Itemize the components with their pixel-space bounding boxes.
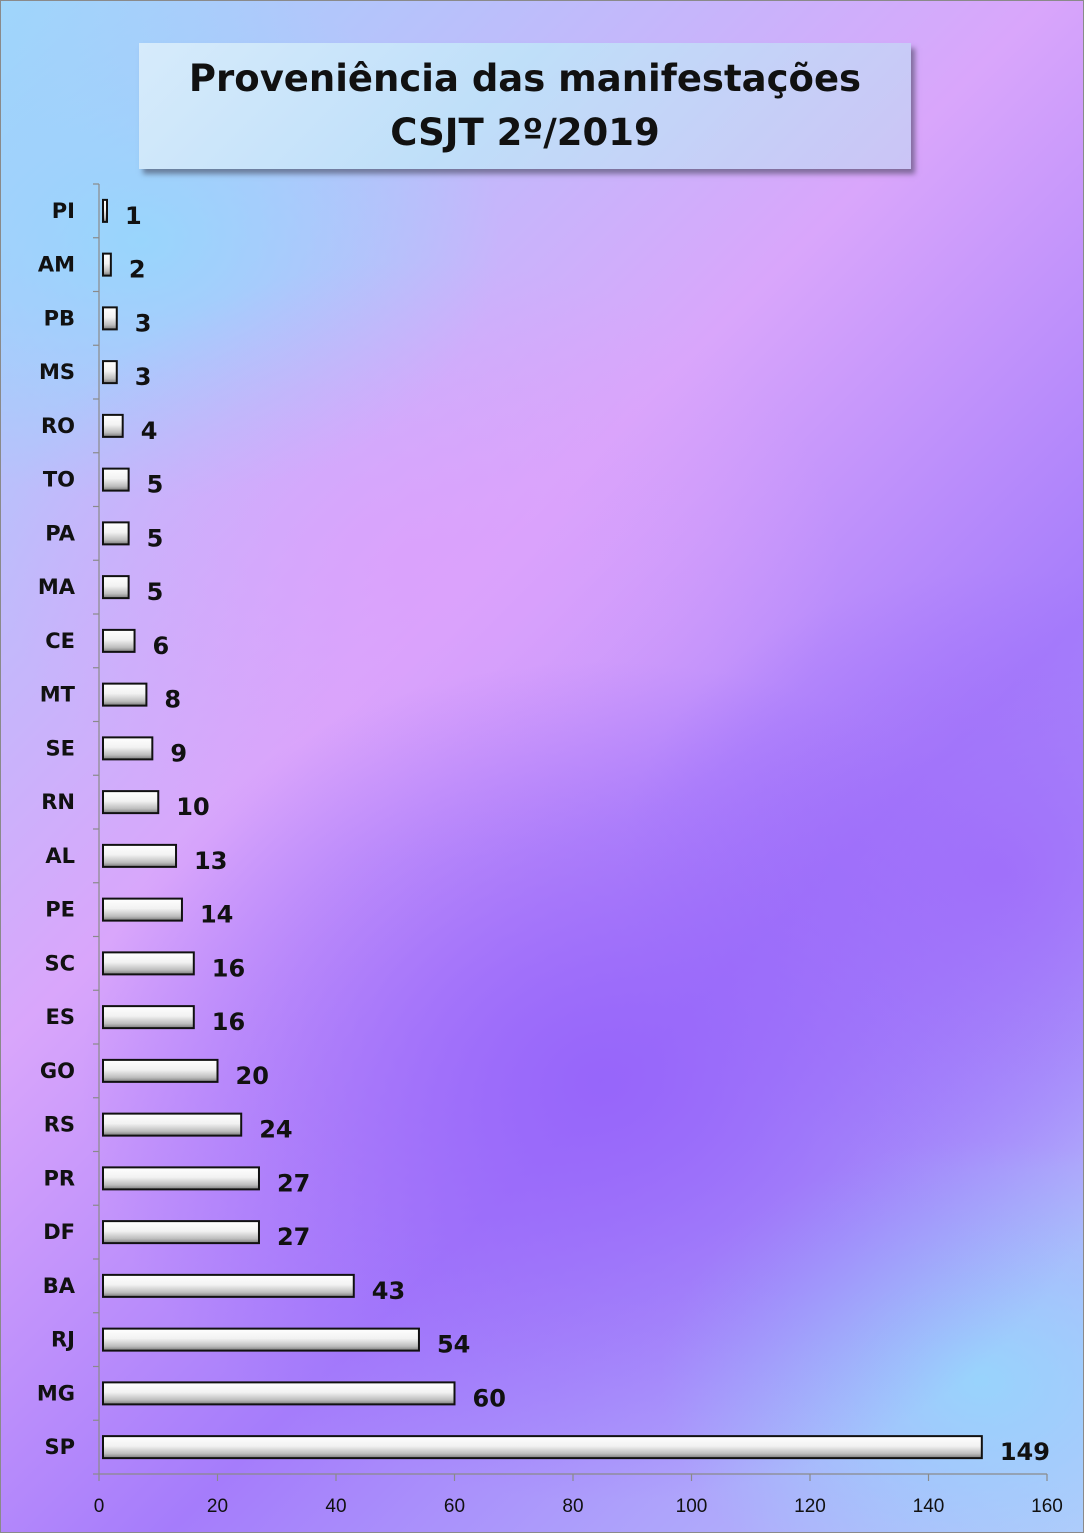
category-label: GO (40, 1059, 75, 1083)
x-tick-label: 140 (913, 1496, 945, 1517)
axes (93, 183, 1048, 1481)
category-label: PB (44, 306, 75, 330)
category-label: SP (44, 1435, 75, 1459)
value-label: 10 (176, 793, 209, 821)
bar-rs (102, 1112, 243, 1137)
x-tick-label: 80 (562, 1496, 583, 1517)
category-label: BA (43, 1274, 76, 1298)
bar-ro (102, 413, 124, 438)
bar-pe (102, 897, 183, 922)
bar-ce (102, 628, 136, 653)
bar-am (102, 252, 112, 277)
category-label: SC (44, 951, 75, 975)
x-tick-label: 40 (325, 1496, 346, 1517)
chart-title-box: Proveniência das manifestações CSJT 2º/2… (139, 43, 911, 169)
value-label: 27 (277, 1223, 310, 1251)
x-tick-label: 20 (207, 1496, 228, 1517)
value-label: 1 (125, 202, 142, 230)
value-label: 24 (259, 1116, 292, 1144)
category-label: CE (45, 629, 75, 653)
bars (102, 198, 983, 1460)
chart-subtitle: CSJT 2º/2019 (390, 111, 660, 154)
bar-ma (102, 575, 130, 600)
value-label: 6 (153, 632, 170, 660)
category-label: ES (46, 1005, 75, 1029)
value-label: 2 (129, 256, 146, 284)
value-label: 9 (170, 739, 187, 767)
bar-ba (102, 1273, 355, 1298)
value-label: 54 (437, 1331, 470, 1359)
bar-al (102, 843, 178, 868)
bar-pb (102, 306, 118, 331)
value-label: 8 (164, 686, 181, 714)
value-label: 20 (236, 1062, 269, 1090)
x-tick-label: 60 (444, 1496, 465, 1517)
labels: 0 20 40 60 80 100 120 140 160 PI 1 AM 2 PB 3 MS 3 RO 4 TO 5 P… (37, 199, 1063, 1517)
category-label: AL (45, 844, 75, 868)
category-label: TO (43, 468, 75, 492)
chart-title: Proveniência das manifestações (188, 57, 862, 100)
bar-mg (102, 1381, 456, 1406)
category-label: RO (41, 414, 75, 438)
x-tick-label: 100 (676, 1496, 708, 1517)
x-tick-label: 120 (794, 1496, 826, 1517)
bar-se (102, 736, 154, 761)
bar-df (102, 1220, 260, 1245)
category-label: AM (38, 253, 75, 277)
x-tick-label: 0 (94, 1496, 105, 1517)
bar-pi (102, 198, 108, 223)
bar-es (102, 1005, 195, 1030)
category-label: MA (38, 575, 76, 599)
value-label: 3 (135, 309, 152, 337)
bar-mt (102, 682, 148, 707)
category-label: PA (45, 521, 75, 545)
category-label: PR (43, 1166, 75, 1190)
x-tick-label: 160 (1031, 1496, 1063, 1517)
value-label: 43 (372, 1277, 405, 1305)
value-label: 5 (147, 578, 164, 606)
value-label: 14 (200, 901, 233, 929)
value-label: 27 (277, 1169, 310, 1197)
value-label: 16 (212, 1008, 245, 1036)
bar-sc (102, 951, 195, 976)
bar-pr (102, 1166, 260, 1191)
category-label: PE (45, 898, 75, 922)
value-label: 149 (1000, 1438, 1050, 1466)
bar-sp (102, 1435, 983, 1460)
category-label: MG (37, 1381, 75, 1405)
category-label: RS (44, 1113, 75, 1137)
category-label: RN (41, 790, 75, 814)
value-label: 4 (141, 417, 158, 445)
category-label: DF (43, 1220, 75, 1244)
category-label: SE (46, 736, 75, 760)
bar-go (102, 1058, 219, 1083)
value-label: 5 (147, 524, 164, 552)
value-label: 13 (194, 847, 227, 875)
category-label: MS (39, 360, 75, 384)
bar-rn (102, 790, 160, 815)
category-label: MT (40, 683, 76, 707)
bar-rj (102, 1327, 420, 1352)
value-label: 16 (212, 954, 245, 982)
bar-to (102, 467, 130, 492)
value-label: 5 (147, 471, 164, 499)
category-label: PI (52, 199, 75, 223)
value-label: 3 (135, 363, 152, 391)
bar-pa (102, 521, 130, 546)
value-label: 60 (473, 1384, 506, 1412)
bar-ms (102, 360, 118, 385)
category-label: RJ (51, 1328, 75, 1352)
